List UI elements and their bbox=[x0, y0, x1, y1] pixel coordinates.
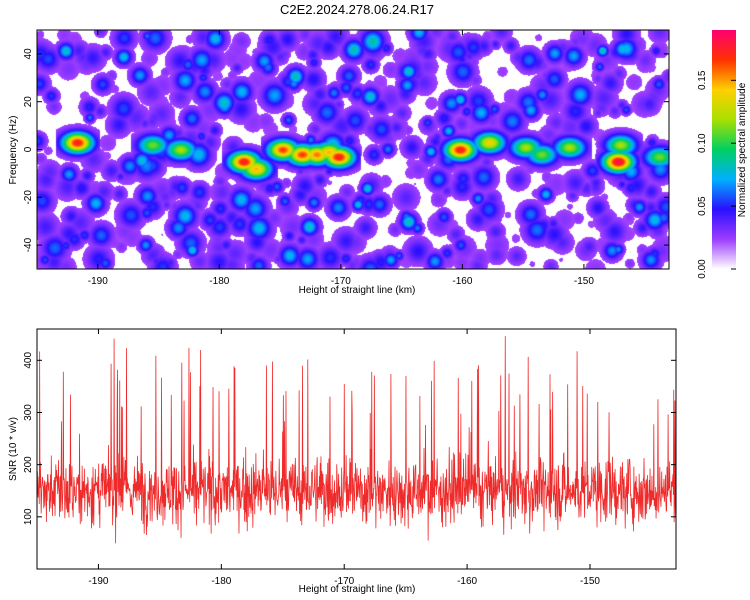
snr-x-tick-label: -190 bbox=[88, 576, 108, 587]
heatmap-x-axis-label: Height of straight line (km) bbox=[299, 285, 416, 296]
colorbar-gradient bbox=[712, 30, 736, 269]
heatmap-x-tick-label: -180 bbox=[209, 276, 229, 287]
heatmap-y-ticks: -40 -20 0 20 40 bbox=[23, 48, 669, 252]
colorbar-tick-label: 0.10 bbox=[697, 133, 708, 153]
snr-plot-area bbox=[37, 329, 676, 569]
heatmap-x-tick-label: -170 bbox=[331, 276, 351, 287]
snr-x-ticks: -190 -180 -170 -160 -150 bbox=[88, 329, 600, 587]
heatmap-y-tick-label: -40 bbox=[23, 237, 34, 252]
snr-y-tick-label: 300 bbox=[23, 404, 34, 421]
heatmap-image bbox=[37, 30, 669, 269]
heatmap-x-tick-label: -190 bbox=[88, 276, 108, 287]
heatmap-y-tick-label: 20 bbox=[23, 96, 34, 108]
heatmap-y-axis-label: Frequency (Hz) bbox=[8, 116, 19, 185]
snr-x-axis-label: Height of straight line (km) bbox=[299, 584, 416, 595]
snr-x-tick-label: -170 bbox=[334, 576, 354, 587]
snr-frame bbox=[36, 328, 677, 570]
colorbar-tick-label: 0.15 bbox=[697, 70, 708, 90]
snr-x-tick-label: -180 bbox=[211, 576, 231, 587]
snr-y-axis-label: SNR (10 * v/v) bbox=[8, 417, 19, 481]
snr-y-ticks: 100 200 300 400 bbox=[23, 352, 676, 525]
snr-y-tick-label: 400 bbox=[23, 352, 34, 369]
snr-x-tick-label: -160 bbox=[457, 576, 477, 587]
snr-y-tick-label: 100 bbox=[23, 508, 34, 525]
heatmap-y-tick-label: 0 bbox=[23, 146, 34, 152]
snr-y-tick-label: 200 bbox=[23, 456, 34, 473]
heatmap-image-wrapper bbox=[37, 30, 669, 269]
heatmap-x-tick-label: -160 bbox=[452, 276, 472, 287]
heatmap-x-ticks: -190 -180 -170 -160 -150 bbox=[88, 30, 594, 287]
colorbar-ticks: 0.00 0.05 0.10 0.15 bbox=[697, 70, 736, 279]
heatmap-y-tick-label: 40 bbox=[23, 48, 34, 60]
snr-series-line bbox=[37, 336, 676, 544]
colorbar: 0.00 0.05 0.10 0.15 Normalized spectral amp… bbox=[697, 30, 748, 279]
colorbar-tick-label: 0.00 bbox=[697, 259, 708, 279]
colorbar-tick-label: 0.05 bbox=[697, 196, 708, 216]
plot-title: C2E2.2024.278.06.24.R17 bbox=[280, 2, 434, 17]
heatmap-panel: -190 -180 -170 -160 -150 -40 -20 0 20 40 Height … bbox=[8, 29, 670, 296]
heatmap-y-tick-label: -20 bbox=[23, 190, 34, 205]
colorbar-label: Normalized spectral amplitude bbox=[737, 82, 748, 217]
heatmap-x-tick-label: -150 bbox=[574, 276, 594, 287]
snr-panel: -190 -180 -170 -160 -150 100 200 300 400 Height… bbox=[8, 328, 677, 595]
snr-x-tick-label: -150 bbox=[580, 576, 600, 587]
